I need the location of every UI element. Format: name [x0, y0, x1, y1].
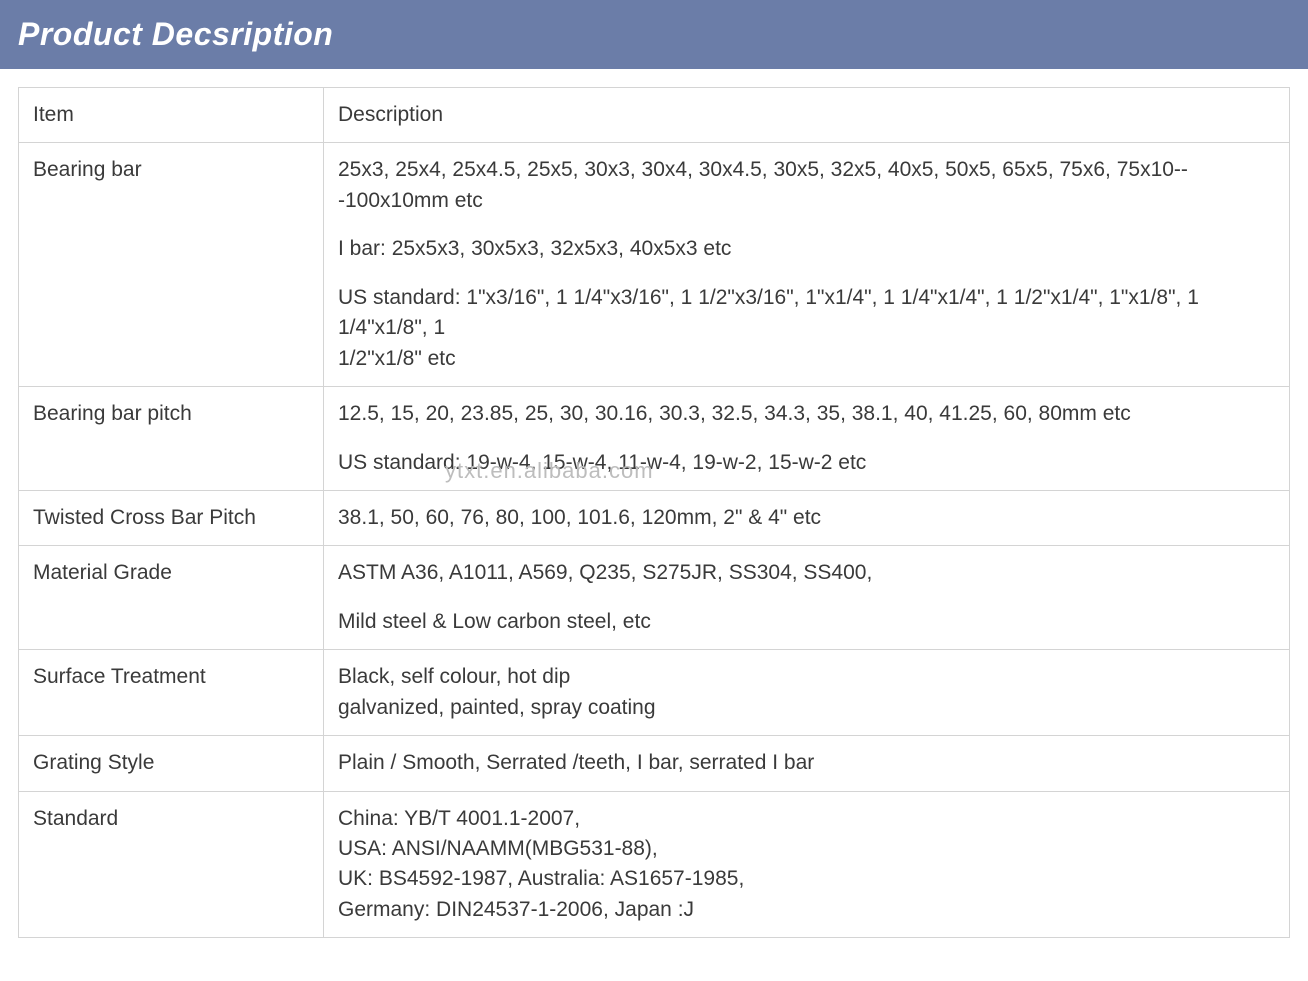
table-header-row: Item Description: [19, 88, 1290, 143]
description-paragraph: Plain / Smooth, Serrated /teeth, I bar, …: [338, 748, 1275, 778]
table-row: Bearing bar25x3, 25x4, 25x4.5, 25x5, 30x…: [19, 143, 1290, 387]
table-row: Material Grade ASTM A36, A1011, A569, Q23…: [19, 546, 1290, 650]
cell-description: China: YB/T 4001.1-2007,USA: ANSI/NAAMM(…: [324, 791, 1290, 938]
description-paragraph: ASTM A36, A1011, A569, Q235, S275JR, SS3…: [338, 558, 1275, 588]
table-row: Surface TreatmentBlack, self colour, hot…: [19, 650, 1290, 736]
spec-table: Item Description Bearing bar25x3, 25x4, …: [18, 87, 1290, 938]
cell-item: Twisted Cross Bar Pitch: [19, 490, 324, 545]
cell-item: Surface Treatment: [19, 650, 324, 736]
description-paragraph: US standard: 1"x3/16", 1 1/4"x3/16", 1 1…: [338, 283, 1275, 374]
description-paragraph: Mild steel & Low carbon steel, etc: [338, 607, 1275, 637]
cell-description: Plain / Smooth, Serrated /teeth, I bar, …: [324, 736, 1290, 791]
cell-item: Standard: [19, 791, 324, 938]
table-row: Bearing bar pitch 12.5, 15, 20, 23.85, 25…: [19, 387, 1290, 491]
col-header-item: Item: [19, 88, 324, 143]
description-paragraph: 12.5, 15, 20, 23.85, 25, 30, 30.16, 30.3…: [338, 399, 1275, 429]
cell-item: Material Grade: [19, 546, 324, 650]
cell-description: 38.1, 50, 60, 76, 80, 100, 101.6, 120mm,…: [324, 490, 1290, 545]
cell-description: ASTM A36, A1011, A569, Q235, S275JR, SS3…: [324, 546, 1290, 650]
table-row: StandardChina: YB/T 4001.1-2007,USA: ANS…: [19, 791, 1290, 938]
description-paragraph: China: YB/T 4001.1-2007,USA: ANSI/NAAMM(…: [338, 804, 1275, 926]
cell-item: Bearing bar: [19, 143, 324, 387]
table-row: Grating Style Plain / Smooth, Serrated /t…: [19, 736, 1290, 791]
description-paragraph: 25x3, 25x4, 25x4.5, 25x5, 30x3, 30x4, 30…: [338, 155, 1275, 216]
section-header: Product Decsription: [0, 0, 1308, 69]
table-row: Twisted Cross Bar Pitch 38.1, 50, 60, 76,…: [19, 490, 1290, 545]
description-paragraph: US standard: 19-w-4, 15-w-4, 11-w-4, 19-…: [338, 448, 1275, 478]
col-header-description: Description: [324, 88, 1290, 143]
cell-item: Grating Style: [19, 736, 324, 791]
description-paragraph: Black, self colour, hot dipgalvanized, p…: [338, 662, 1275, 723]
cell-description: 12.5, 15, 20, 23.85, 25, 30, 30.16, 30.3…: [324, 387, 1290, 491]
cell-item: Bearing bar pitch: [19, 387, 324, 491]
description-paragraph: 38.1, 50, 60, 76, 80, 100, 101.6, 120mm,…: [338, 503, 1275, 533]
table-container: Item Description Bearing bar25x3, 25x4, …: [0, 69, 1308, 938]
description-paragraph: I bar: 25x5x3, 30x5x3, 32x5x3, 40x5x3 et…: [338, 234, 1275, 264]
cell-description: Black, self colour, hot dipgalvanized, p…: [324, 650, 1290, 736]
cell-description: 25x3, 25x4, 25x4.5, 25x5, 30x3, 30x4, 30…: [324, 143, 1290, 387]
section-header-title: Product Decsription: [18, 16, 333, 52]
